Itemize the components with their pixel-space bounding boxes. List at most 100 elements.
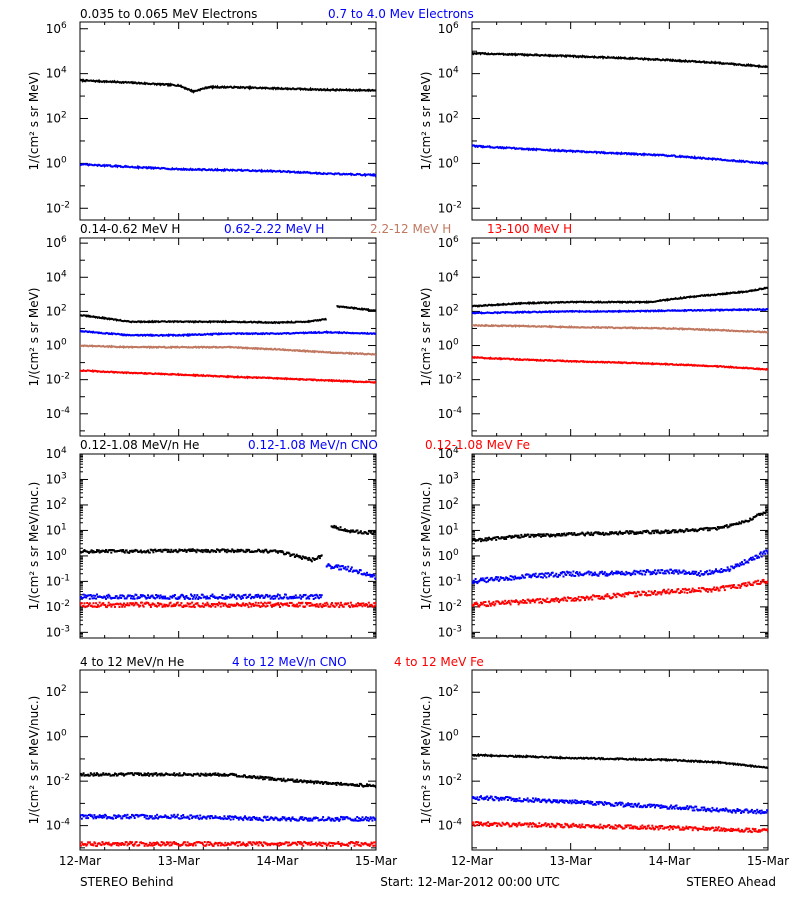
series-dot <box>312 780 315 783</box>
series-dot <box>279 841 281 844</box>
series-dot <box>291 595 294 598</box>
series-dot <box>758 830 761 833</box>
series-dot <box>276 595 278 598</box>
series-dot <box>588 573 591 576</box>
series-dot <box>284 553 287 555</box>
series-dot <box>293 553 295 556</box>
series-dot <box>561 597 564 600</box>
series-dot <box>326 781 329 784</box>
series-dot <box>203 549 206 552</box>
series-dot <box>149 841 151 844</box>
series-dot <box>550 535 553 538</box>
series-dot <box>125 549 128 552</box>
series-dot <box>124 814 127 817</box>
series-dot <box>114 817 117 819</box>
series-dot <box>81 814 84 816</box>
series-dot <box>619 571 621 574</box>
series-dot <box>162 605 165 608</box>
series-dot <box>271 777 274 780</box>
series-dot <box>120 549 123 552</box>
series-dot <box>552 598 555 601</box>
series-dot <box>483 604 486 607</box>
series-dot <box>510 578 513 581</box>
series-dot <box>491 603 494 606</box>
series-dot <box>497 797 499 800</box>
series-dot <box>725 569 728 572</box>
series-dot <box>142 774 145 777</box>
series-dot <box>669 825 672 827</box>
series-dot <box>316 594 319 597</box>
series-dot <box>301 557 303 560</box>
series-dot <box>129 594 132 597</box>
series-dot <box>346 843 349 846</box>
series-dot <box>708 808 711 811</box>
y-tick-label: 10-4 <box>46 818 71 833</box>
y-axis-label: 1/(cm² s sr MeV/nuc.) <box>419 696 433 825</box>
series-dot <box>636 826 638 829</box>
series-dot <box>83 602 86 605</box>
series-dot <box>766 550 768 553</box>
series-dot <box>291 778 294 781</box>
series-dot <box>238 549 241 552</box>
footer-left: STEREO Behind <box>80 875 174 889</box>
series-dot <box>189 602 192 605</box>
series-dot <box>367 819 370 822</box>
series-dot <box>541 576 544 579</box>
series-dot <box>617 570 620 573</box>
header-1-1: 0.62-2.22 MeV H <box>224 222 324 236</box>
series-dot <box>92 774 95 777</box>
series-dot <box>333 819 336 822</box>
series-dot <box>517 534 520 537</box>
series-dot <box>150 772 153 775</box>
series-dot <box>747 830 750 833</box>
series-dot <box>356 816 359 818</box>
series-dot <box>699 570 702 573</box>
series-dot <box>116 774 119 777</box>
series-dot <box>585 801 588 804</box>
series-dot <box>473 580 476 583</box>
series-dot <box>306 557 309 560</box>
series-dot <box>142 814 145 816</box>
series-dot <box>255 594 258 596</box>
series-dot <box>643 570 646 573</box>
series-dot <box>80 841 83 844</box>
series-dot <box>545 576 548 579</box>
series-dot <box>136 549 139 552</box>
series-dot <box>300 779 303 782</box>
series-dot <box>97 549 100 552</box>
series-dot <box>373 817 376 820</box>
series-dot <box>670 590 673 593</box>
series-dot <box>351 605 354 608</box>
series-dot <box>614 593 617 596</box>
series-dot <box>340 568 342 571</box>
series-dot <box>748 519 751 522</box>
series-dot <box>89 772 92 775</box>
series-dot <box>98 551 101 554</box>
series-dot <box>139 550 141 553</box>
y-axis-label: 1/(cm² s sr MeV/nuc.) <box>27 696 41 825</box>
series-dot <box>185 605 188 608</box>
series-dot <box>506 796 508 798</box>
series-dot <box>196 814 199 817</box>
series-dot <box>290 843 293 846</box>
series-dot <box>693 570 696 573</box>
series-dot <box>325 782 328 785</box>
series-dot <box>506 822 509 825</box>
series-dot <box>677 825 680 828</box>
series-dot <box>91 843 94 846</box>
series-dot <box>364 573 367 576</box>
series-dot <box>579 826 582 829</box>
series-dot <box>620 826 623 829</box>
series-dot <box>263 778 266 781</box>
series-dot <box>516 601 519 603</box>
series-dot <box>108 773 111 776</box>
series-dot <box>154 815 157 818</box>
series-dot <box>659 532 662 535</box>
series-dot <box>575 824 577 827</box>
series-dot <box>173 841 176 843</box>
series-dot <box>494 602 497 605</box>
series-dot <box>277 602 280 605</box>
series-dot <box>623 827 626 830</box>
series-dot <box>167 548 170 551</box>
series-dot <box>332 526 335 529</box>
